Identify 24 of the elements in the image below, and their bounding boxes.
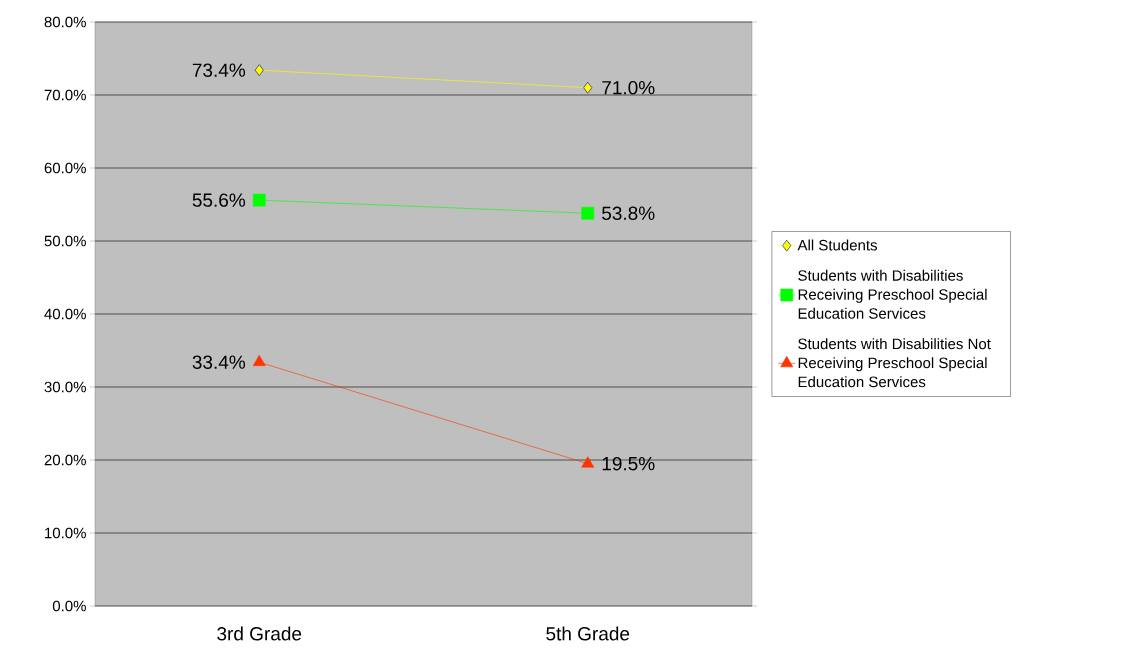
y-tick-label: 10.0% [45,527,86,539]
point [252,193,266,207]
data-label: 73.4% [192,63,246,77]
y-tick-label: 60.0% [44,162,86,174]
data-label: 71.0% [602,80,655,95]
point [254,64,264,76]
y-tick-label: 50.0% [44,235,86,247]
data-label: 19.5% [602,456,655,471]
y-tick-label: 20.0% [44,454,86,466]
y-tick-label: 80.0% [44,16,86,28]
y-tick-label: 30.0% [44,381,86,393]
point [581,206,595,220]
y-tick-label: 70.0% [44,89,86,101]
legend-label: Students with Disabilities Receiving Preschool Special Education Services [798,269,987,319]
data-label: 53.8% [602,206,655,220]
x-tick-label: 5th Grade [546,626,630,641]
legend-label: All Students [797,239,877,251]
point [583,81,593,94]
legend-label: Students with Disabilities Not Receiving Preschool Special Education Services [798,338,991,388]
y-tick-label: 40.0% [44,308,86,320]
y-tick-label: 0.0% [52,600,86,612]
data-label: 33.4% [192,355,246,369]
data-label: 55.6% [192,193,246,207]
x-tick-label: 3rd Grade [217,626,302,641]
